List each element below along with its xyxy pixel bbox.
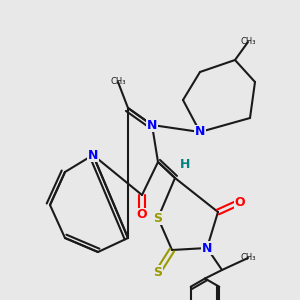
Text: CH₃: CH₃ bbox=[110, 77, 126, 86]
Text: CH₃: CH₃ bbox=[240, 254, 256, 262]
Text: N: N bbox=[88, 148, 98, 161]
Text: S: S bbox=[154, 212, 163, 224]
Text: N: N bbox=[195, 125, 205, 139]
Text: S: S bbox=[154, 266, 163, 278]
Text: N: N bbox=[202, 242, 212, 254]
Text: O: O bbox=[137, 208, 147, 221]
Text: H: H bbox=[180, 158, 190, 172]
Text: N: N bbox=[147, 118, 157, 131]
Text: CH₃: CH₃ bbox=[240, 38, 256, 46]
Text: O: O bbox=[235, 196, 245, 208]
